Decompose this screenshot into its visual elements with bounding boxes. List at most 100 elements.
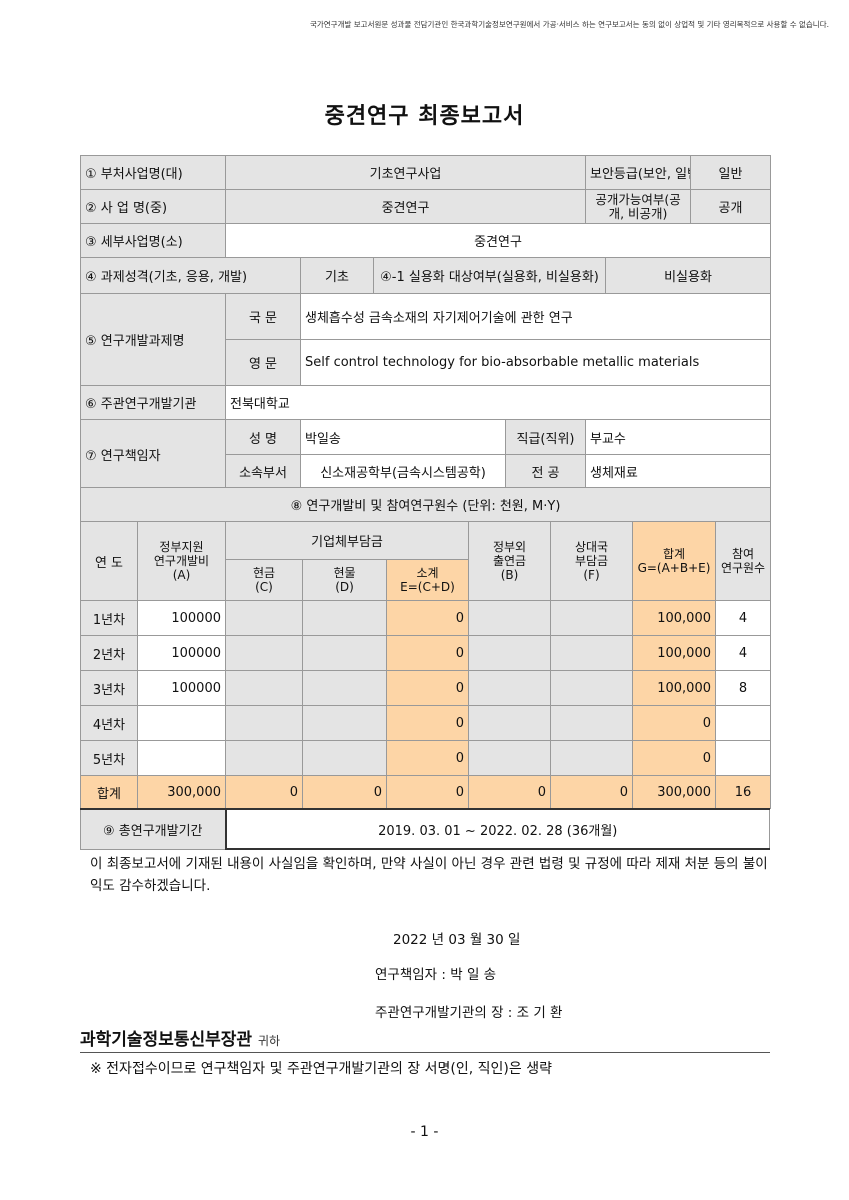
cell-people: 4 [714,635,772,671]
label: 소속부서 [225,454,301,489]
value: 중견연구 [224,189,587,224]
label: 영 문 [225,339,301,386]
label: ④-1 실용화 대상여부(실용화, 비실용화) [372,257,607,294]
header-gov: 정부지원 연구개발비 (A) [137,521,226,601]
cell-sub: 0 [386,635,469,671]
cell-people [714,740,772,776]
header-total: 합계 G=(A+B+E) [632,521,716,601]
cell-sub: 0 [386,775,469,809]
cell-sub: 0 [386,705,469,741]
cell-year: 3년차 [80,670,138,706]
cell-kind [302,600,387,636]
cell-people [714,705,772,741]
budget-row: 3년차 100000 0 100,000 8 [80,670,772,706]
cell-people: 16 [714,775,772,809]
value: 박일송 [300,419,506,455]
cell-sub: 0 [386,740,469,776]
institution-head: 주관연구개발기관의 장 : 조 기 환 [375,1005,563,1021]
cell-cash [225,600,303,636]
cell-partner [550,670,633,706]
addressee: 과학기술정보통신부장관 귀하 [80,1025,770,1053]
cell-gov [137,740,226,776]
header-partner: 상대국 부담금 (F) [550,521,633,601]
header-people: 참여 연구원수 [714,521,772,601]
value: 전북대학교 [224,385,772,420]
title-korean: 생체흡수성 금속소재의 자기제어기술에 관한 연구 [299,293,772,340]
cell-cash [225,635,303,671]
cell-total: 0 [632,740,716,776]
value: 비실용화 [605,257,772,294]
label: ② 사 업 명(중) [80,189,226,224]
cell-people: 8 [714,670,772,706]
budget-row: 4년차 0 0 [80,705,772,741]
cell-kind [302,740,387,776]
budget-table: ⑧ 연구개발비 및 참여연구원수 (단위: 천원, M·Y) 연 도 정부지원 … [79,487,772,809]
copyright-notice: 국가연구개발 보고서원문 성과물 전담기관인 한국과학기술정보연구원에서 가공·… [309,20,829,29]
date: 2022 년 03 월 30 일 [393,932,521,948]
cell-partner [550,635,633,671]
label: ① 부처사업명(대) [80,155,226,190]
value: 일반 [690,155,772,190]
cell-partner [550,600,633,636]
cell-kind [302,670,387,706]
budget-row: 2년차 100000 0 100,000 4 [80,635,772,671]
header-other: 정부외 출연금 (B) [468,521,551,601]
cell-year: 4년차 [80,705,138,741]
cell-sub: 0 [386,600,469,636]
cell-gov: 300,000 [137,775,226,809]
value: 부교수 [585,419,772,455]
header-corp: 기업체부담금 [225,521,469,560]
budget-title: ⑧ 연구개발비 및 참여연구원수 (단위: 천원, M·Y) [79,487,772,522]
cell-partner [550,740,633,776]
value: 신소재공학부(금속시스템공학) [300,454,506,489]
cell-cash: 0 [225,775,303,809]
cell-cash [225,705,303,741]
period-value: 2019. 03. 01 ~ 2022. 02. 28 (36개월) [225,808,770,850]
cell-total: 100,000 [632,670,716,706]
cell-gov [137,705,226,741]
cell-partner: 0 [550,775,633,809]
label: ⑦ 연구책임자 [80,419,226,489]
header-sub: 소계 E=(C+D) [386,559,469,601]
label: 국 문 [225,293,301,340]
cell-total: 100,000 [632,635,716,671]
cell-kind [302,635,387,671]
signature-note: ※ 전자접수이므로 연구책임자 및 주관연구개발기관의 장 서명(인, 직인)은… [90,1061,552,1077]
label: 공개가능여부(공개, 비공개) [585,189,692,224]
budget-row: 1년차 100000 0 100,000 4 [80,600,772,636]
addressee-suffix: 귀하 [257,1034,281,1048]
cell-total: 100,000 [632,600,716,636]
value: 기초연구사업 [224,155,587,190]
cell-other [468,670,551,706]
label: ⑥ 주관연구개발기관 [80,385,226,420]
cell-partner [550,705,633,741]
label: 성 명 [225,419,301,455]
label: 전 공 [504,454,587,489]
cell-kind: 0 [302,775,387,809]
cell-gov: 100000 [137,600,226,636]
cell-cash [225,670,303,706]
label: 직급(직위) [504,419,587,455]
period-label: ⑨ 총연구개발기간 [80,808,227,850]
label: ④ 과제성격(기초, 응용, 개발) [80,257,301,294]
value: 공개 [690,189,772,224]
value: 기초 [300,257,374,294]
budget-row: 합계 300,000 0 0 0 0 0 300,000 16 [80,775,772,809]
cell-other [468,705,551,741]
cell-kind [302,705,387,741]
cell-total: 0 [632,705,716,741]
cell-other: 0 [468,775,551,809]
cell-cash [225,740,303,776]
cell-gov: 100000 [137,635,226,671]
header-kind: 현물 (D) [302,559,387,601]
cell-other [468,635,551,671]
cell-other [468,740,551,776]
principal-investigator: 연구책임자 : 박 일 송 [375,967,497,983]
cell-year: 합계 [80,775,138,809]
cell-gov: 100000 [137,670,226,706]
page-title: 중견연구 최종보고서 [324,104,525,129]
value: 중견연구 [224,223,772,258]
label: ③ 세부사업명(소) [80,223,226,258]
cell-year: 5년차 [80,740,138,776]
